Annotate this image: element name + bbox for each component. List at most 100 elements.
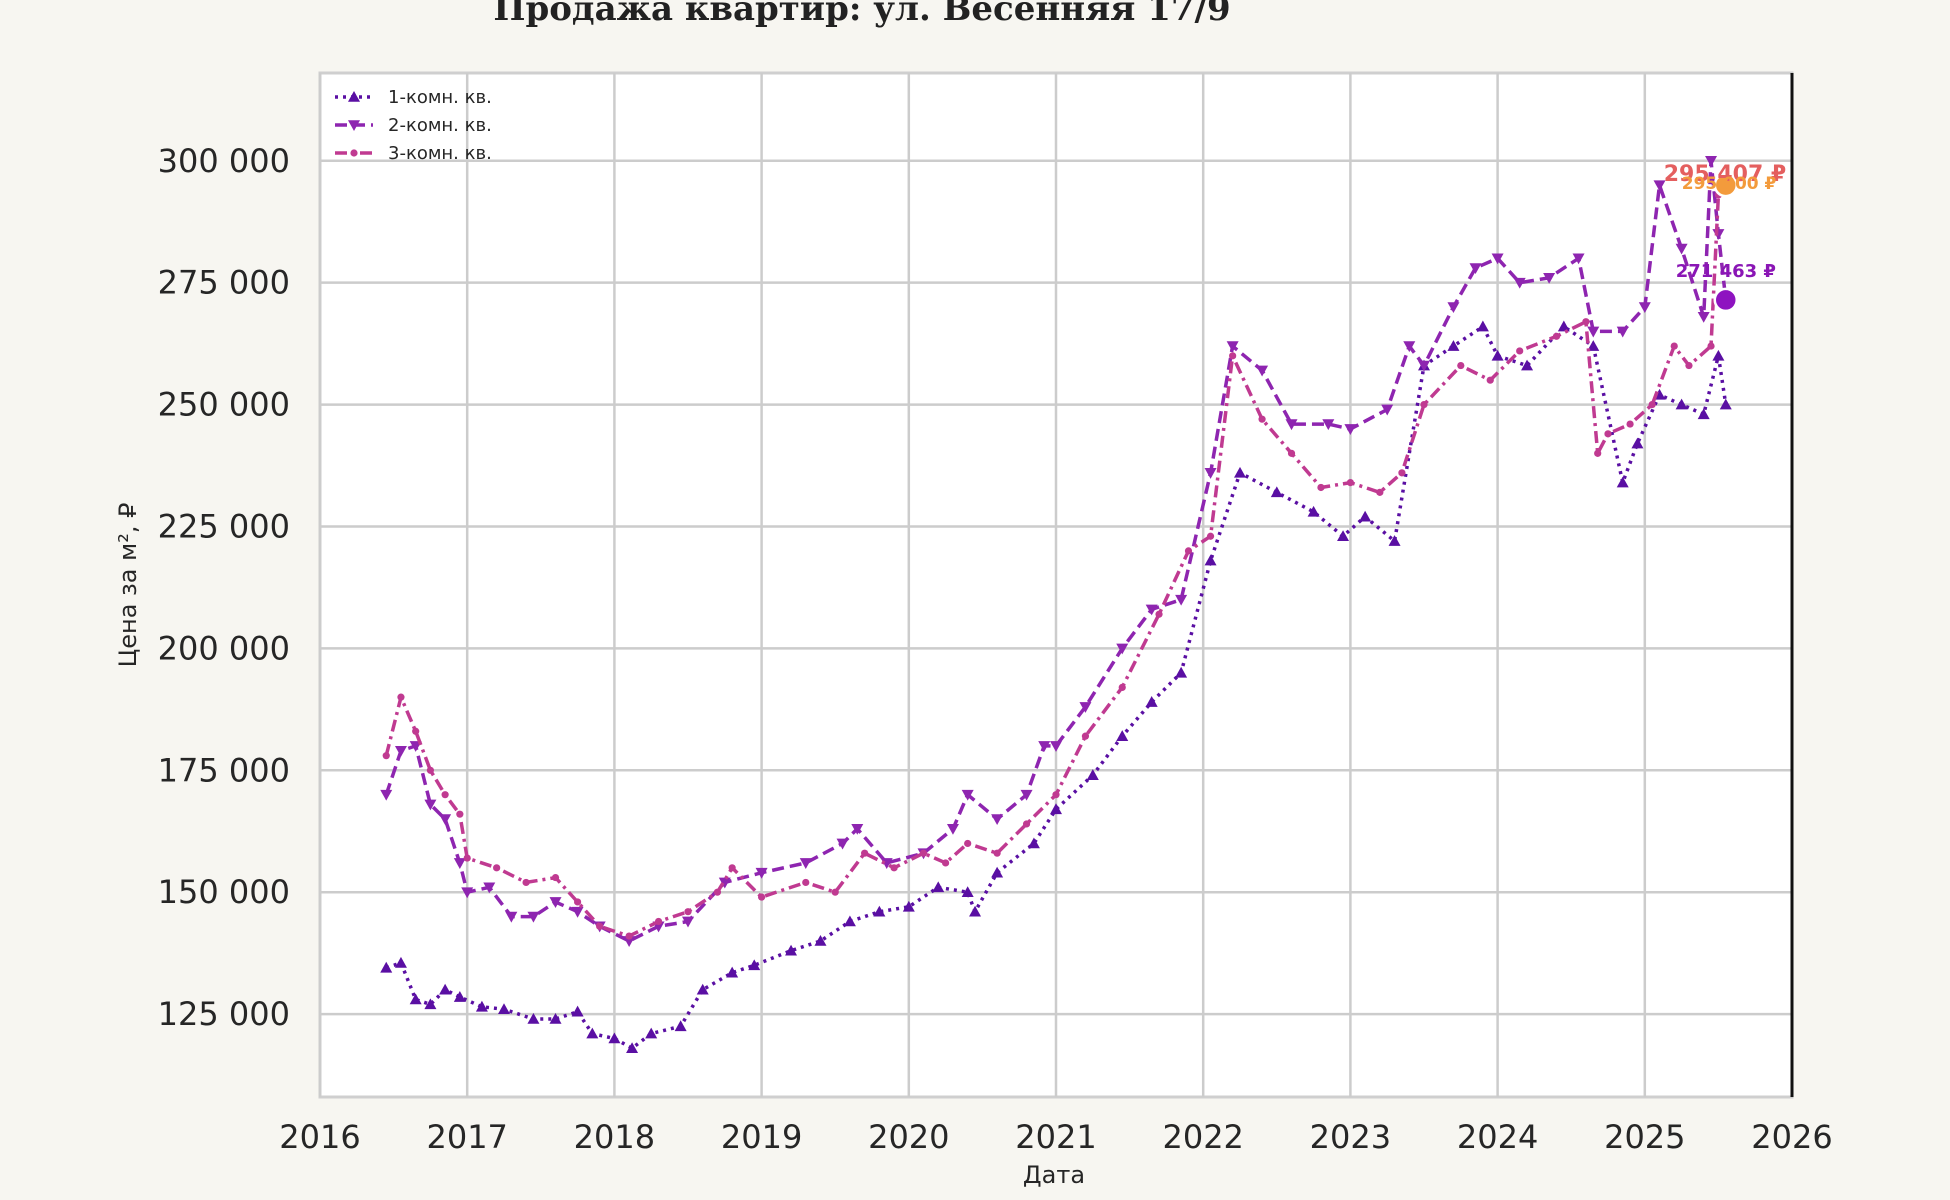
data-point: [1685, 361, 1693, 370]
data-point: [1258, 415, 1266, 423]
data-point: [596, 922, 604, 930]
data-point: [626, 1042, 639, 1054]
data-point: [961, 886, 974, 897]
data-point: [873, 905, 886, 917]
x-tick-label: 2025: [1604, 1118, 1685, 1156]
data-point: [571, 1005, 584, 1017]
data-point: [1653, 180, 1666, 192]
x-tick-label: 2023: [1310, 1118, 1391, 1156]
data-point: [1594, 449, 1602, 457]
data-point: [1469, 263, 1482, 275]
legend-label: 2-комн. кв.: [388, 115, 492, 136]
data-point: [1707, 342, 1715, 350]
legend-label: 1-комн. кв.: [388, 87, 492, 108]
data-point: [522, 878, 530, 887]
y-tick-label: 300 000: [158, 142, 290, 180]
x-axis-ticks: 2016 2017 2018 2019 2020 2021 2022 2023 2024 2025…: [279, 1118, 1832, 1156]
data-point: [1670, 342, 1678, 350]
data-point: [348, 91, 360, 102]
data-point: [831, 888, 839, 896]
data-point: [1381, 404, 1394, 416]
data-point: [456, 810, 464, 818]
data-point: [1447, 302, 1460, 314]
value-annotation: 295 000 ₽: [1682, 174, 1777, 194]
data-point: [1447, 340, 1460, 351]
data-point: [696, 983, 709, 995]
data-point: [1626, 420, 1634, 428]
y-tick-label: 275 000: [158, 264, 290, 302]
legend-item: 1-комн. кв.: [335, 87, 492, 108]
data-point: [1582, 318, 1590, 326]
legend-label: 3-комн. кв.: [388, 143, 492, 164]
y-axis-label: Цена за м², ₽: [114, 503, 142, 668]
data-point: [382, 752, 390, 760]
y-tick-label: 150 000: [158, 873, 290, 911]
value-annotation: 295 407 ₽: [1664, 162, 1786, 187]
data-point: [1616, 326, 1629, 338]
data-point: [748, 959, 761, 971]
data-point: [902, 900, 915, 912]
data-point: [991, 814, 1004, 826]
data-point: [1155, 610, 1163, 618]
data-point: [1604, 430, 1612, 438]
y-tick-label: 175 000: [158, 751, 290, 789]
data-point: [851, 824, 864, 835]
data-point: [1079, 702, 1092, 713]
data-point: [424, 799, 437, 811]
data-point: [1418, 360, 1430, 372]
data-point: [1116, 643, 1129, 655]
data-point: [946, 824, 959, 835]
data-point: [1118, 683, 1126, 692]
data-point: [1457, 361, 1465, 370]
data-point: [1572, 253, 1585, 265]
data-point: [439, 983, 452, 995]
legend-item: 3-комн. кв.: [335, 143, 492, 164]
data-point: [1403, 341, 1416, 353]
annotation-layer: 295 407 ₽295 000 ₽ 271 463 ₽: [1664, 162, 1786, 313]
data-point: [1116, 730, 1129, 741]
data-point: [1175, 666, 1188, 678]
data-point: [551, 873, 560, 882]
y-axis-ticks: 125 000 150 000 175 000 200 000 225 000 250 0…: [158, 142, 290, 1033]
data-point: [625, 932, 633, 940]
data-point: [1388, 535, 1401, 546]
data-point: [1543, 273, 1556, 284]
data-point: [1587, 326, 1600, 338]
data-point: [890, 864, 898, 872]
data-point: [1552, 332, 1561, 340]
data-point: [861, 849, 869, 857]
data-point: [505, 911, 518, 923]
data-point: [1587, 340, 1600, 351]
data-point: [1359, 510, 1372, 522]
series-2: [380, 155, 1732, 947]
data-point: [348, 120, 360, 131]
data-point: [380, 789, 393, 801]
x-tick-label: 2021: [1015, 1118, 1096, 1156]
data-point: [1145, 604, 1158, 616]
data-point: [475, 1000, 488, 1012]
x-tick-label: 2022: [1162, 1118, 1243, 1156]
data-point: [1287, 449, 1296, 457]
data-point: [932, 881, 945, 893]
data-point: [1204, 468, 1217, 479]
data-point: [964, 839, 972, 848]
data-point: [1491, 253, 1504, 265]
data-point: [608, 1032, 621, 1044]
data-point: [1175, 594, 1188, 606]
data-point: [463, 854, 471, 862]
data-point: [1229, 352, 1237, 360]
data-point: [394, 745, 407, 757]
data-point: [1270, 486, 1283, 498]
data-point: [814, 934, 827, 946]
y-tick-label: 125 000: [158, 995, 290, 1033]
data-point: [1675, 398, 1688, 410]
data-point: [654, 917, 663, 926]
data-point: [1052, 791, 1060, 799]
data-point: [1631, 437, 1644, 449]
data-point: [1513, 277, 1526, 289]
data-point: [1086, 769, 1099, 780]
data-point: [1616, 476, 1629, 488]
data-point: [350, 149, 358, 157]
data-point: [1675, 243, 1688, 255]
data-point: [1337, 530, 1350, 542]
